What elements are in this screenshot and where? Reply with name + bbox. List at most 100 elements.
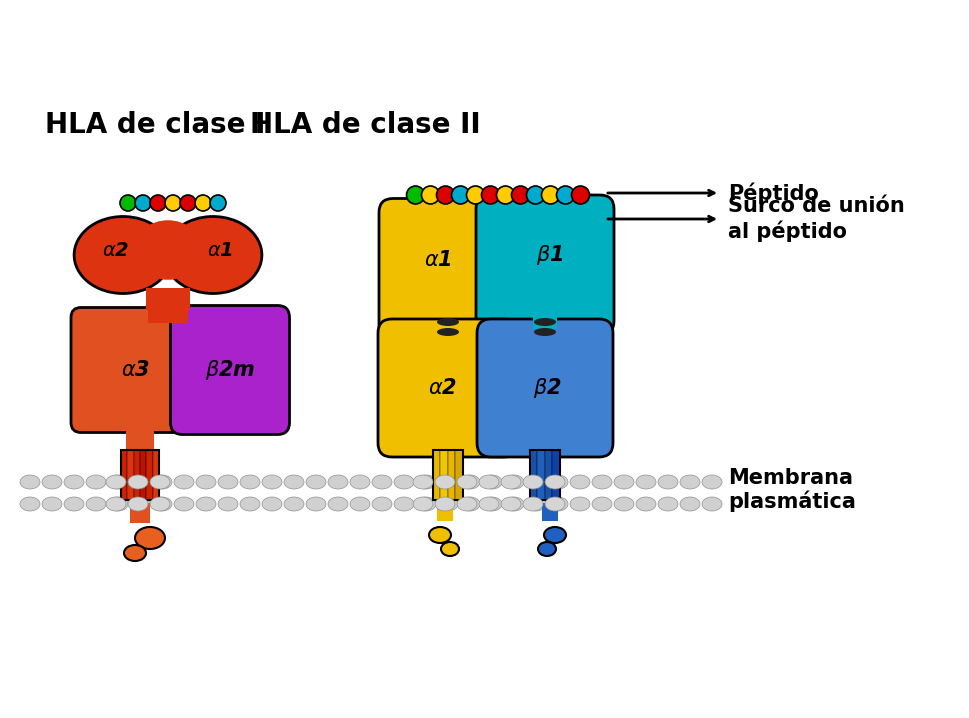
Bar (130, 503, 150, 523)
Bar (437, 503, 453, 521)
Ellipse shape (441, 542, 458, 556)
Circle shape (556, 186, 574, 204)
Ellipse shape (74, 217, 172, 294)
Ellipse shape (636, 475, 655, 489)
Circle shape (571, 186, 589, 204)
Ellipse shape (413, 497, 432, 511)
Text: $\beta$2m: $\beta$2m (204, 358, 255, 382)
Ellipse shape (504, 497, 523, 511)
Circle shape (526, 186, 544, 204)
Ellipse shape (20, 475, 40, 489)
Text: HLA de clase II: HLA de clase II (249, 111, 480, 139)
Ellipse shape (328, 475, 348, 489)
Ellipse shape (534, 318, 555, 326)
Bar (432, 450, 462, 500)
Ellipse shape (657, 497, 677, 511)
Ellipse shape (434, 475, 454, 489)
Circle shape (496, 186, 514, 204)
Ellipse shape (42, 497, 62, 511)
Ellipse shape (134, 220, 203, 280)
Ellipse shape (479, 497, 498, 511)
Text: Membrana
plasmática: Membrana plasmática (728, 467, 855, 513)
Ellipse shape (416, 497, 435, 511)
Ellipse shape (702, 475, 721, 489)
Bar (537, 450, 545, 500)
Bar (121, 450, 127, 500)
Ellipse shape (328, 497, 348, 511)
Bar (529, 450, 537, 500)
Ellipse shape (500, 475, 520, 489)
Bar (440, 450, 448, 500)
Ellipse shape (482, 497, 502, 511)
Ellipse shape (64, 475, 84, 489)
Ellipse shape (20, 497, 40, 511)
Circle shape (451, 186, 469, 204)
Ellipse shape (196, 475, 216, 489)
Circle shape (180, 195, 196, 211)
Ellipse shape (350, 497, 369, 511)
Ellipse shape (218, 497, 237, 511)
Ellipse shape (570, 497, 589, 511)
Ellipse shape (500, 497, 520, 511)
Ellipse shape (591, 475, 611, 489)
FancyBboxPatch shape (171, 305, 289, 434)
Bar (552, 450, 559, 500)
Ellipse shape (434, 497, 454, 511)
Ellipse shape (42, 475, 62, 489)
Circle shape (436, 186, 454, 204)
Ellipse shape (305, 497, 326, 511)
Text: $\beta$1: $\beta$1 (536, 243, 563, 267)
Ellipse shape (262, 497, 282, 511)
Circle shape (209, 195, 226, 211)
Ellipse shape (636, 497, 655, 511)
Ellipse shape (525, 497, 546, 511)
Circle shape (481, 186, 499, 204)
Text: $\beta$2: $\beta$2 (532, 376, 561, 400)
Ellipse shape (173, 497, 194, 511)
Ellipse shape (106, 475, 126, 489)
Text: Surco de unión
al péptido: Surco de unión al péptido (728, 197, 904, 241)
Ellipse shape (416, 475, 435, 489)
Circle shape (406, 186, 424, 204)
Ellipse shape (459, 475, 480, 489)
Ellipse shape (64, 497, 84, 511)
Ellipse shape (239, 475, 260, 489)
FancyBboxPatch shape (476, 195, 613, 335)
Ellipse shape (547, 475, 568, 489)
Bar (148, 295, 188, 322)
FancyBboxPatch shape (477, 319, 612, 457)
Ellipse shape (130, 475, 150, 489)
Ellipse shape (570, 475, 589, 489)
Text: $\alpha$2: $\alpha$2 (102, 241, 130, 259)
Ellipse shape (164, 217, 262, 294)
Bar (126, 421, 154, 452)
Circle shape (466, 186, 484, 204)
Circle shape (422, 186, 439, 204)
Ellipse shape (393, 497, 414, 511)
Ellipse shape (438, 497, 457, 511)
Ellipse shape (657, 475, 677, 489)
Ellipse shape (108, 497, 128, 511)
Ellipse shape (437, 328, 458, 336)
Bar (146, 450, 152, 500)
Bar (542, 503, 557, 521)
Circle shape (150, 195, 166, 211)
Text: $\alpha$1: $\alpha$1 (423, 250, 452, 270)
Ellipse shape (613, 497, 634, 511)
Ellipse shape (613, 475, 634, 489)
Ellipse shape (547, 497, 568, 511)
Ellipse shape (438, 475, 457, 489)
Ellipse shape (522, 497, 543, 511)
Bar (455, 450, 462, 500)
Ellipse shape (135, 527, 165, 549)
Circle shape (541, 186, 559, 204)
Text: HLA de clase I: HLA de clase I (45, 111, 265, 139)
Ellipse shape (456, 475, 477, 489)
Ellipse shape (482, 475, 502, 489)
Text: Péptido: Péptido (728, 182, 818, 204)
Ellipse shape (428, 527, 451, 543)
Circle shape (165, 195, 181, 211)
Circle shape (135, 195, 151, 211)
Ellipse shape (152, 475, 172, 489)
Ellipse shape (544, 527, 566, 543)
